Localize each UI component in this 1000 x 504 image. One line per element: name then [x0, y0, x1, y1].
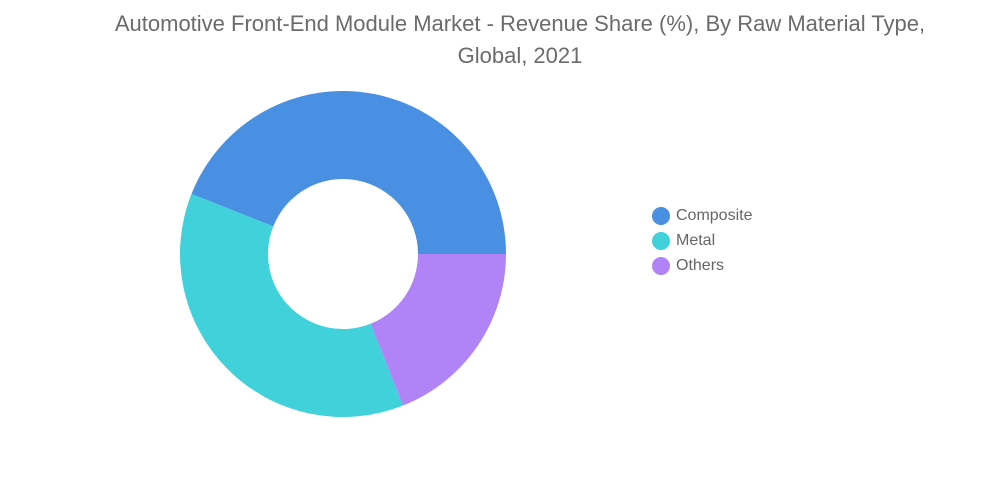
- slice-others[interactable]: [370, 254, 506, 406]
- legend-label-composite: Composite: [676, 206, 753, 224]
- chart-title: Automotive Front-End Module Market - Rev…: [114, 11, 926, 68]
- legend-item-metal[interactable]: Metal: [652, 228, 752, 253]
- legend-item-composite[interactable]: Composite: [652, 203, 752, 228]
- slice-metal[interactable]: [179, 193, 404, 417]
- legend-item-others[interactable]: Others: [652, 253, 752, 278]
- legend-label-metal: Metal: [676, 231, 716, 249]
- donut-slices: [179, 90, 507, 417]
- legend: Composite Metal Others: [652, 203, 752, 278]
- slice-composite[interactable]: [191, 90, 507, 254]
- legend-swatch-others: [652, 256, 670, 275]
- legend-swatch-composite: [652, 206, 670, 225]
- legend-swatch-metal: [652, 231, 670, 250]
- legend-label-others: Others: [676, 256, 725, 274]
